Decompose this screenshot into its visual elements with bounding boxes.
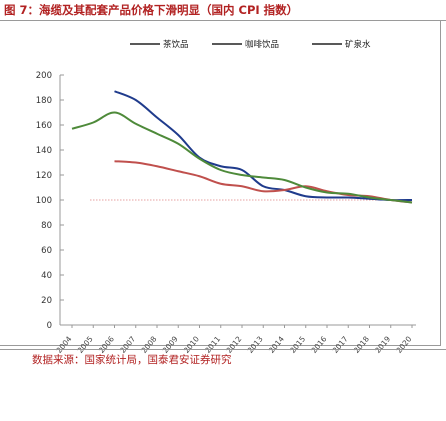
x-tick-label: 2014 [267, 334, 286, 355]
y-tick-label: 20 [41, 296, 52, 306]
legend-label: 矿泉水 [345, 39, 371, 50]
y-tick-label: 140 [36, 146, 52, 156]
x-tick-label: 2013 [246, 334, 265, 355]
y-tick-label: 40 [41, 271, 52, 281]
y-tick-label: 120 [36, 171, 52, 181]
y-tick-label: 80 [41, 221, 52, 231]
top-rule [0, 20, 446, 21]
x-tick-label: 2016 [309, 334, 328, 355]
chart-legend: 茶饮品 咖啡饮品 矿泉水 [130, 39, 371, 50]
series-line-1 [114, 90, 413, 202]
x-axis: 2004 2005 2006 2007 2008 2009 2010 2011 2012 2013… [54, 324, 416, 355]
x-tick-label: 2019 [373, 334, 392, 355]
y-tick-label: 200 [36, 71, 52, 81]
y-tick-label: 100 [36, 196, 52, 206]
chart-frame [0, 20, 441, 346]
figure-title: 图 7：海缆及其配套产品价格下滑明显（国内 CPI 指数） [4, 3, 299, 17]
y-tick-label: 180 [36, 96, 52, 106]
legend-label: 茶饮品 [163, 39, 189, 50]
bottom-rule [0, 349, 446, 350]
x-tick-label: 2015 [288, 334, 307, 355]
x-tick-label: 2017 [331, 334, 350, 355]
legend-label: 咖啡饮品 [245, 39, 279, 50]
source-note: 数据来源：国家统计局，国泰君安证券研究 [32, 354, 232, 366]
series-group [71, 90, 413, 204]
y-tick-label: 160 [36, 121, 52, 131]
y-tick-label: 60 [41, 246, 52, 256]
x-tick-label: 2018 [352, 334, 371, 355]
x-tick-label: 2020 [394, 334, 413, 355]
y-axis: 0 20 40 60 80 100 120 140 160 180 200 [36, 71, 64, 331]
y-tick-label: 0 [47, 321, 52, 331]
series-line-3 [71, 111, 413, 204]
